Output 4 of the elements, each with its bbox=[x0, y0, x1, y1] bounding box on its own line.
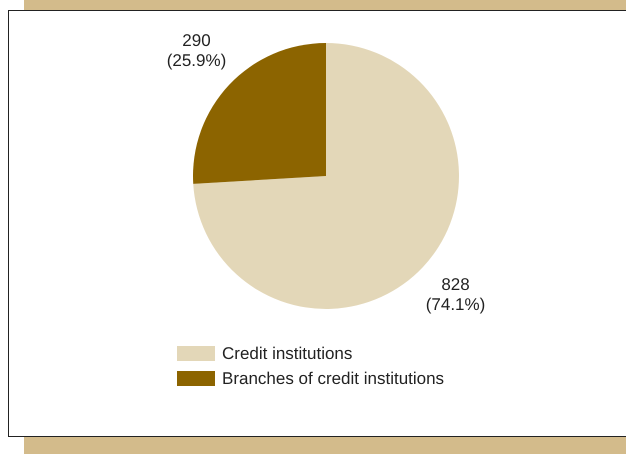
data-label: 828 (74.1%) bbox=[426, 275, 486, 314]
legend-label: Branches of credit institutions bbox=[222, 368, 444, 388]
data-label: 290 (25.9%) bbox=[166, 30, 226, 70]
legend-label: Credit institutions bbox=[222, 344, 352, 364]
